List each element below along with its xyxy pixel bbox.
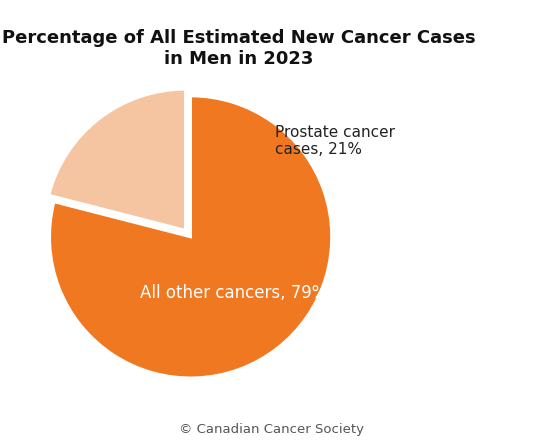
Wedge shape: [49, 96, 332, 378]
Wedge shape: [49, 89, 186, 230]
Text: © Canadian Cancer Society: © Canadian Cancer Society: [179, 423, 364, 436]
Text: Prostate cancer
cases, 21%: Prostate cancer cases, 21%: [275, 125, 395, 157]
Text: All other cancers, 79%: All other cancers, 79%: [140, 283, 327, 302]
Text: Percentage of All Estimated New Cancer Cases
in Men in 2023: Percentage of All Estimated New Cancer C…: [2, 29, 476, 68]
